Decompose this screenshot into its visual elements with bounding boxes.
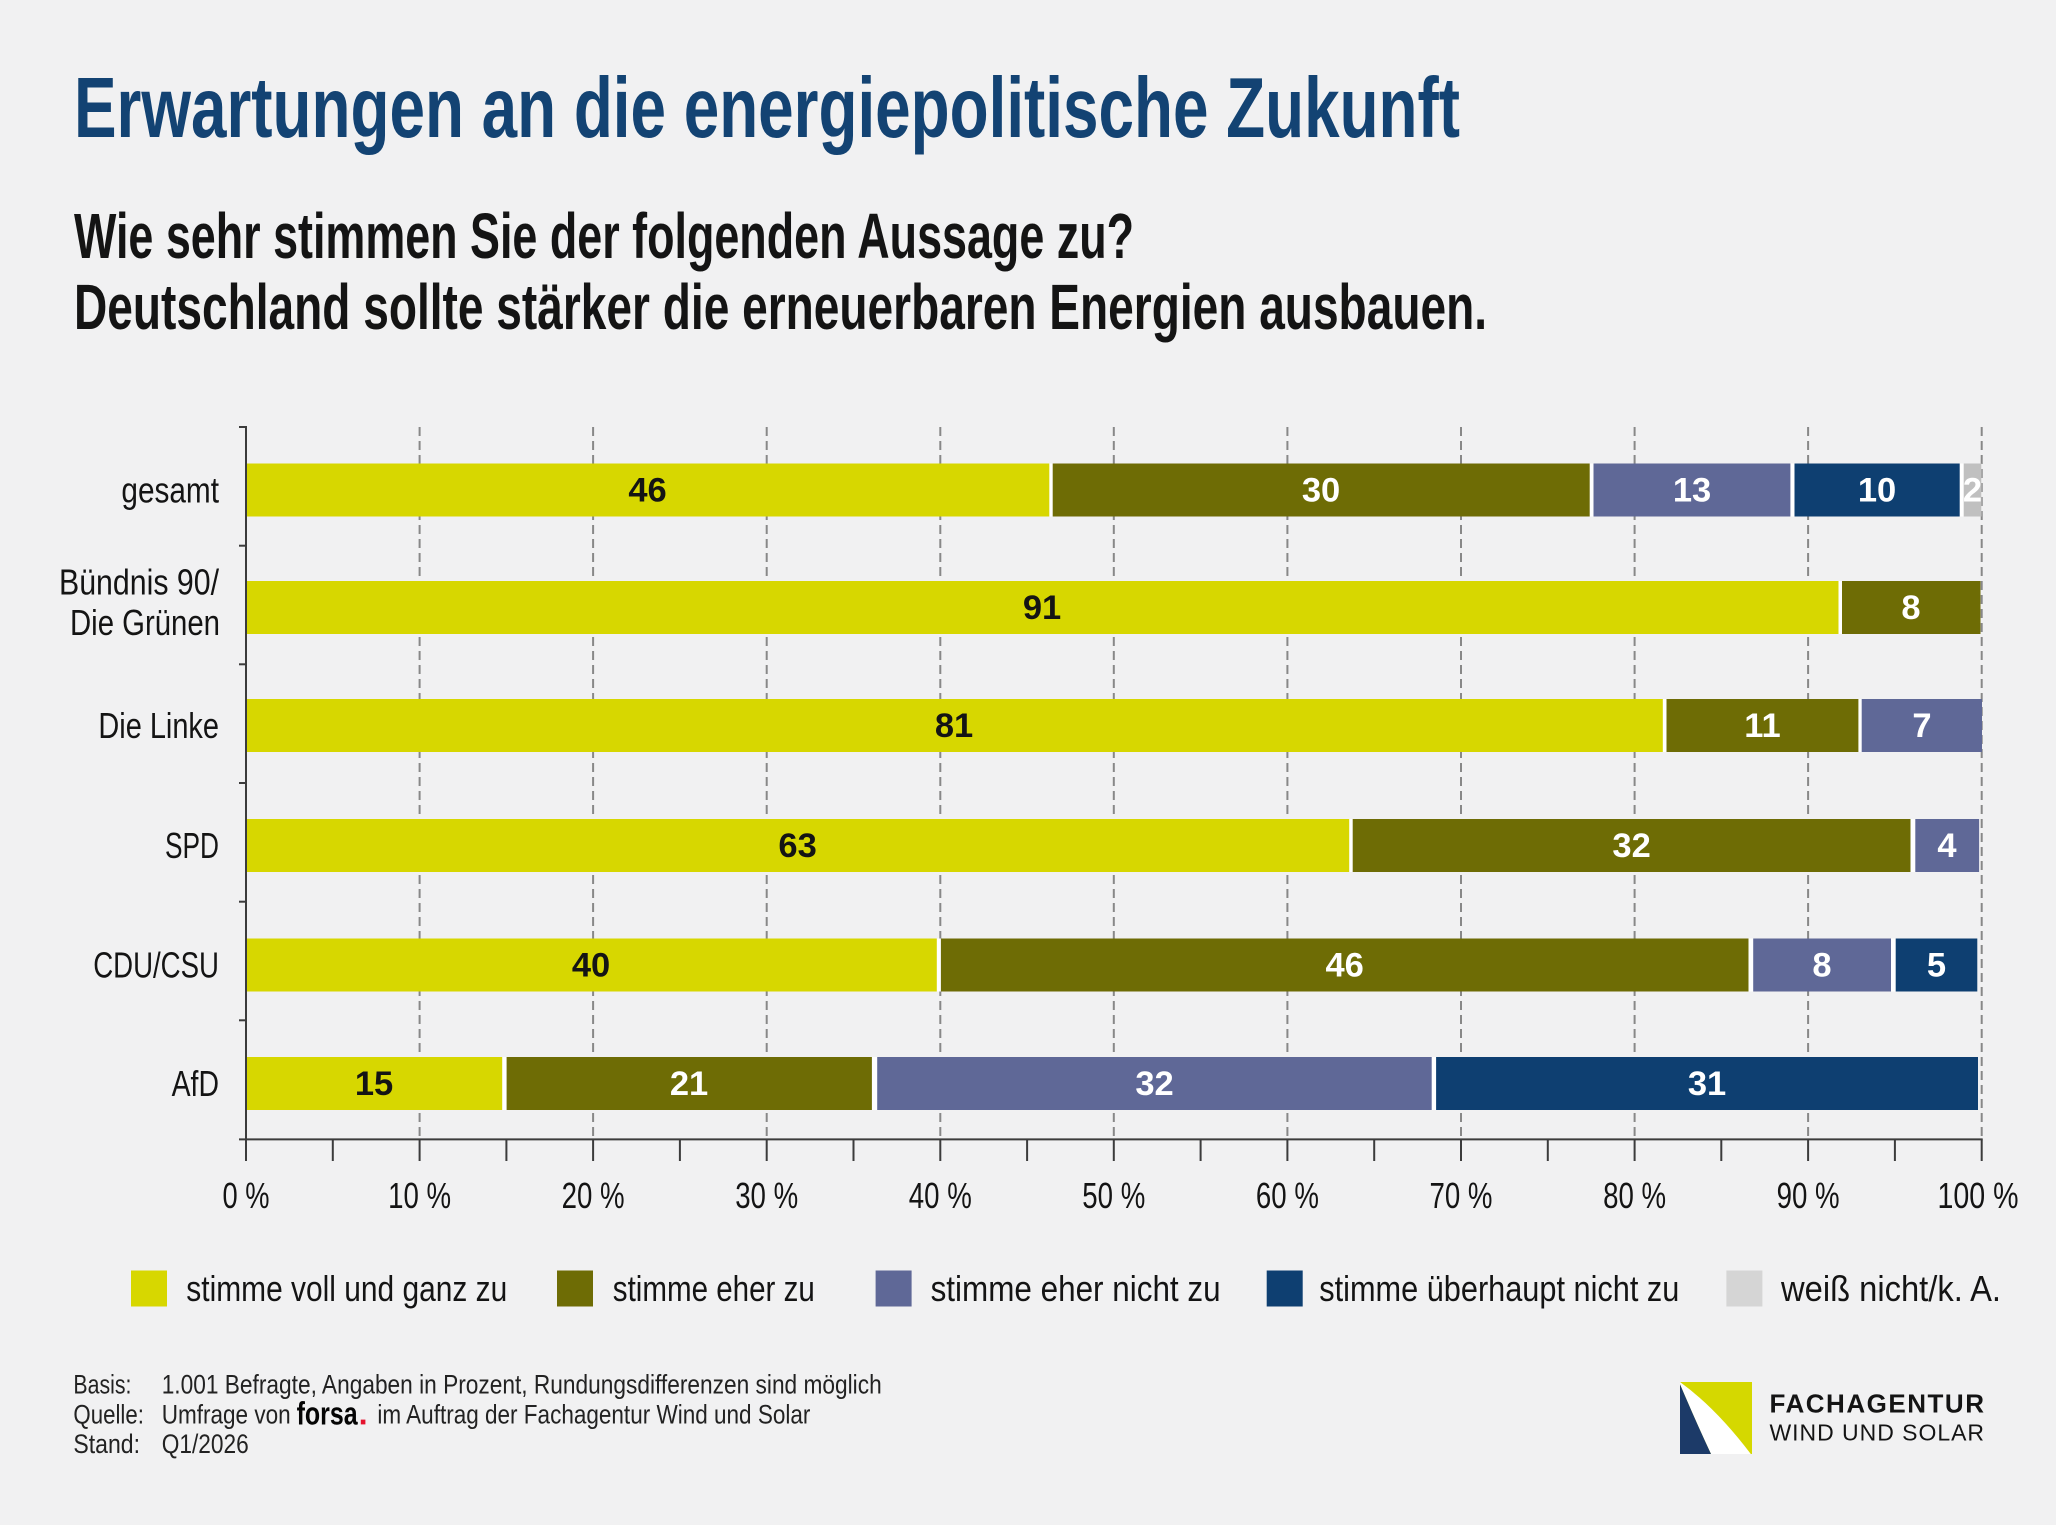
svg-text:Wie sehr stimmen Sie der folge: Wie sehr stimmen Sie der folgenden Aussa… bbox=[74, 200, 1134, 272]
svg-text:20 %: 20 % bbox=[562, 1175, 625, 1216]
svg-text:im Auftrag der Fachagentur Win: im Auftrag der Fachagentur Wind und Sola… bbox=[377, 1400, 810, 1430]
svg-text:Die Linke: Die Linke bbox=[98, 705, 219, 746]
svg-text:40: 40 bbox=[572, 946, 610, 984]
svg-text:2: 2 bbox=[1963, 471, 1982, 509]
svg-text:8: 8 bbox=[1901, 589, 1920, 627]
svg-text:forsa: forsa bbox=[297, 1395, 358, 1431]
svg-text:Die Grünen: Die Grünen bbox=[70, 602, 220, 643]
svg-text:100 %: 100 % bbox=[1938, 1175, 2019, 1216]
svg-text:0 %: 0 % bbox=[223, 1175, 270, 1216]
svg-text:Bündnis 90/: Bündnis 90/ bbox=[59, 562, 219, 603]
svg-text:10: 10 bbox=[1858, 471, 1896, 509]
svg-text:Basis:: Basis: bbox=[73, 1370, 131, 1400]
svg-text:70 %: 70 % bbox=[1430, 1175, 1493, 1216]
svg-text:WIND UND SOLAR: WIND UND SOLAR bbox=[1770, 1420, 1985, 1446]
svg-text:FACHAGENTUR: FACHAGENTUR bbox=[1770, 1389, 1985, 1419]
svg-text:46: 46 bbox=[628, 471, 666, 509]
svg-text:7: 7 bbox=[1912, 707, 1931, 745]
svg-text:stimme eher zu: stimme eher zu bbox=[613, 1268, 815, 1309]
svg-text:weiß nicht/k. A.: weiß nicht/k. A. bbox=[1780, 1268, 2001, 1309]
svg-text:30: 30 bbox=[1302, 471, 1340, 509]
svg-text:4: 4 bbox=[1937, 827, 1956, 865]
svg-text:1.001 Befragte, Angaben in Pro: 1.001 Befragte, Angaben in Prozent, Rund… bbox=[162, 1370, 882, 1400]
svg-text:Q1/2026: Q1/2026 bbox=[162, 1429, 249, 1459]
svg-text:11: 11 bbox=[1744, 707, 1780, 745]
svg-text:46: 46 bbox=[1326, 946, 1364, 984]
svg-text:SPD: SPD bbox=[165, 825, 219, 866]
svg-text:CDU/CSU: CDU/CSU bbox=[93, 944, 219, 985]
svg-text:Umfrage von: Umfrage von bbox=[162, 1400, 291, 1430]
svg-text:91: 91 bbox=[1023, 589, 1061, 627]
svg-text:30 %: 30 % bbox=[735, 1175, 798, 1216]
svg-text:50 %: 50 % bbox=[1082, 1175, 1145, 1216]
svg-text:60 %: 60 % bbox=[1256, 1175, 1319, 1216]
svg-text:15: 15 bbox=[355, 1065, 393, 1103]
svg-text:gesamt: gesamt bbox=[121, 469, 219, 510]
svg-text:31: 31 bbox=[1688, 1065, 1726, 1103]
svg-text:81: 81 bbox=[935, 707, 973, 745]
svg-text:40 %: 40 % bbox=[909, 1175, 972, 1216]
svg-text:Stand:: Stand: bbox=[73, 1429, 140, 1459]
svg-text:63: 63 bbox=[778, 827, 816, 865]
svg-text:5: 5 bbox=[1927, 946, 1946, 984]
svg-text:stimme voll und ganz zu: stimme voll und ganz zu bbox=[186, 1268, 507, 1309]
svg-text:8: 8 bbox=[1812, 946, 1831, 984]
svg-text:Quelle:: Quelle: bbox=[73, 1400, 143, 1430]
svg-text:10 %: 10 % bbox=[388, 1175, 451, 1216]
svg-text:Erwartungen an die energiepoli: Erwartungen an die energiepolitische Zuk… bbox=[74, 61, 1460, 156]
svg-text:13: 13 bbox=[1673, 471, 1711, 509]
svg-text:stimme überhaupt nicht zu: stimme überhaupt nicht zu bbox=[1319, 1268, 1679, 1309]
svg-text:21: 21 bbox=[670, 1065, 708, 1103]
svg-text:stimme eher nicht zu: stimme eher nicht zu bbox=[931, 1268, 1221, 1309]
svg-text:AfD: AfD bbox=[172, 1063, 219, 1104]
svg-text:90 %: 90 % bbox=[1777, 1175, 1840, 1216]
svg-text:32: 32 bbox=[1135, 1065, 1173, 1103]
svg-text:Deutschland sollte stärker die: Deutschland sollte stärker die erneuerba… bbox=[74, 271, 1487, 343]
svg-text:80 %: 80 % bbox=[1603, 1175, 1666, 1216]
svg-text:32: 32 bbox=[1612, 827, 1650, 865]
